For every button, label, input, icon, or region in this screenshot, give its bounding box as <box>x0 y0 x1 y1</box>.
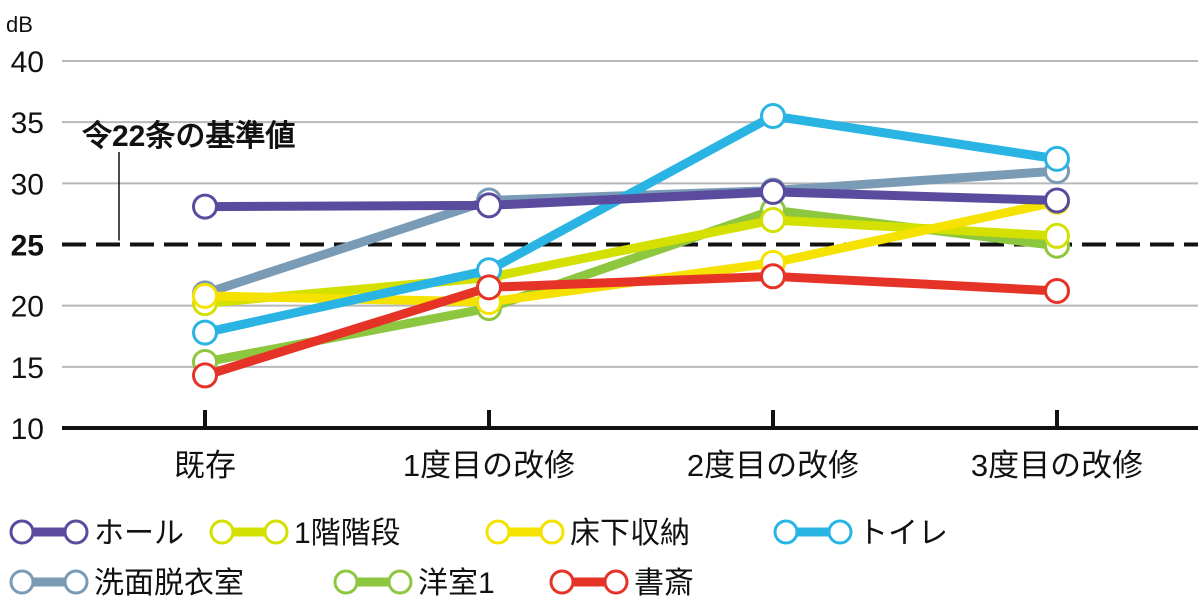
data-point <box>1044 187 1070 214</box>
data-point <box>1044 145 1070 172</box>
series-line <box>200 111 1062 338</box>
legend-marker <box>485 519 511 545</box>
y-tick-label: 10 <box>11 413 44 446</box>
series-line <box>200 271 1062 380</box>
series-layer <box>192 103 1070 389</box>
y-tick-label: 30 <box>11 168 44 201</box>
legend-marker <box>539 519 565 545</box>
data-point <box>760 178 786 205</box>
x-axis: 既存 1度目の改修 2度目の改修 3度目の改修 <box>62 410 1198 483</box>
series-group <box>192 103 1070 346</box>
legend-marker <box>827 519 853 545</box>
data-point <box>192 193 218 220</box>
data-point <box>192 319 218 346</box>
data-point <box>192 282 218 309</box>
legend-item: トイレ <box>773 517 948 550</box>
data-point <box>760 263 786 290</box>
legend-label: 洗面脱衣室 <box>94 567 244 600</box>
legend-marker <box>9 569 35 595</box>
legend-marker <box>387 569 413 595</box>
series-group <box>192 263 1070 389</box>
legend-label: 書斎 <box>634 567 694 600</box>
data-point <box>476 274 502 301</box>
y-unit-label: dB <box>6 12 33 37</box>
legend-marker <box>549 569 575 595</box>
legend-item: 1階階段 <box>209 517 401 550</box>
legend-marker <box>263 519 289 545</box>
legend-item: ホール <box>9 517 184 550</box>
legend-marker <box>63 569 89 595</box>
legend-label: 床下収納 <box>570 517 690 550</box>
data-point <box>476 192 502 219</box>
y-tick-label: 15 <box>11 352 44 385</box>
legend-label: 洋室1 <box>418 567 495 600</box>
legend-marker <box>209 519 235 545</box>
legend-marker <box>63 519 89 545</box>
data-point <box>760 103 786 130</box>
data-point <box>192 362 218 389</box>
legend-item: 洗面脱衣室 <box>9 567 244 600</box>
legend-item: 書斎 <box>549 567 694 600</box>
y-axis: 10 15 20 30 35 40 <box>11 46 44 446</box>
grid <box>62 60 1198 368</box>
y-tick-label: 20 <box>11 291 44 324</box>
y-tick-label: 40 <box>11 46 44 79</box>
legend-label: 1階階段 <box>294 517 401 550</box>
x-category-label: 既存 <box>174 448 236 483</box>
legend-item: 床下収納 <box>485 517 690 550</box>
data-point <box>1044 222 1070 249</box>
x-category-label: 1度目の改修 <box>403 448 575 483</box>
series-group <box>192 178 1070 220</box>
legend-marker <box>9 519 35 545</box>
x-category-label: 2度目の改修 <box>687 448 859 483</box>
reference-value-label: 25 <box>11 230 44 263</box>
legend-marker <box>333 569 359 595</box>
data-point <box>760 207 786 234</box>
legend-label: ホール <box>94 517 184 550</box>
data-point <box>1044 277 1070 304</box>
legend-marker <box>773 519 799 545</box>
legend-label: トイレ <box>858 517 948 550</box>
legend-item: 洋室1 <box>333 567 495 600</box>
x-category-label: 3度目の改修 <box>971 448 1143 483</box>
series-line <box>200 187 1062 212</box>
legend-marker <box>603 569 629 595</box>
y-tick-label: 35 <box>11 107 44 140</box>
reference-annotation: 令22条の基準値 <box>82 119 295 153</box>
